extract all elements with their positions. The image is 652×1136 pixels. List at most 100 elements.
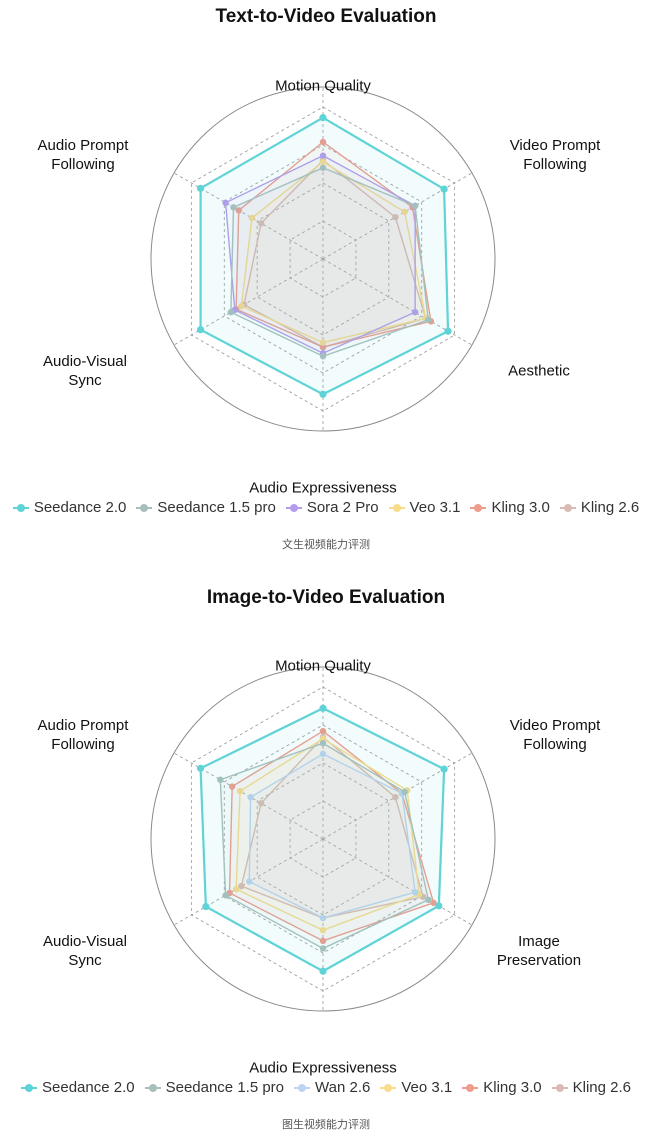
data-point — [248, 214, 256, 222]
legend-item: Sora 2 Pro — [285, 499, 379, 516]
data-point — [401, 788, 408, 796]
data-point — [319, 750, 327, 758]
legend-item: Veo 3.1 — [388, 499, 461, 516]
legend-marker — [294, 1083, 311, 1093]
legend-label: Veo 3.1 — [401, 1079, 453, 1096]
axis-label-line: Audio Prompt — [37, 717, 129, 734]
data-point — [319, 945, 327, 952]
axis-label: Audio-Visual Sync — [43, 932, 127, 970]
legend: Seedance 2.0 Seedance 1.5 pro Sora 2 Pro Ve… — [0, 499, 652, 516]
legend-label: Wan 2.6 — [315, 1079, 371, 1096]
legend-marker — [388, 503, 405, 513]
axis-spoke — [173, 172, 324, 260]
legend-marker — [136, 503, 153, 513]
data-point — [440, 185, 448, 193]
data-point — [319, 727, 327, 735]
data-point — [247, 794, 254, 801]
legend-label: Seedance 2.0 — [33, 499, 127, 516]
data-point — [444, 327, 452, 335]
data-point — [319, 390, 327, 398]
data-point — [202, 903, 210, 911]
data-point — [227, 309, 235, 316]
data-point — [222, 892, 229, 899]
axis-label: Audio Prompt Following — [38, 136, 129, 174]
legend-label: Kling 3.0 — [483, 1079, 542, 1096]
data-point — [319, 152, 327, 159]
data-point — [435, 902, 443, 910]
legend-item: Kling 3.0 — [470, 499, 550, 516]
data-point — [392, 214, 399, 221]
axis-label-line: Aesthetic — [508, 362, 570, 380]
data-point — [236, 787, 244, 795]
axis-label-line: Audio Expressiveness — [249, 1059, 397, 1077]
axis-label-line: Sync — [68, 952, 102, 969]
legend-label: Sora 2 Pro — [306, 499, 379, 516]
axis-label-line: Sync — [68, 372, 102, 389]
legend-marker — [380, 1083, 397, 1093]
axis-label-line: Following — [51, 156, 115, 173]
legend-marker — [551, 1083, 568, 1093]
axis-label-line: Image — [518, 933, 560, 950]
legend-label: Seedance 2.0 — [42, 1079, 135, 1096]
data-point — [319, 353, 327, 360]
axis-label-line: Video Prompt — [509, 137, 601, 154]
series-area — [199, 116, 450, 396]
axis-label: Audio Prompt Following — [38, 716, 129, 754]
data-point — [235, 207, 242, 214]
data-point — [411, 889, 419, 896]
data-point — [228, 783, 236, 790]
data-point — [222, 199, 229, 206]
axis-label: Motion Quality — [275, 77, 371, 96]
data-point — [411, 202, 419, 209]
legend-label: Seedance 1.5 pro — [157, 499, 276, 516]
data-point — [430, 899, 437, 907]
data-point — [319, 735, 327, 742]
axis-label-line: Video Prompt — [509, 717, 601, 734]
data-point — [401, 208, 408, 216]
chart-title: Image-to-Video Evaluation — [206, 587, 446, 608]
data-point — [319, 114, 327, 122]
data-point — [319, 158, 327, 165]
legend-marker — [144, 1083, 161, 1093]
legend-label: Kling 2.6 — [580, 499, 640, 516]
axis-label: Audio Expressiveness — [249, 479, 397, 498]
data-point — [319, 138, 327, 146]
legend-item: Kling 2.6 — [559, 499, 640, 516]
data-point — [319, 704, 327, 712]
legend-marker — [470, 503, 487, 513]
data-point — [238, 302, 245, 310]
data-point — [319, 339, 327, 346]
data-point — [319, 927, 327, 934]
axis-label: Video Prompt Following — [510, 136, 601, 174]
series-area — [199, 707, 446, 973]
chart-title: Text-to-Video Evaluation — [215, 6, 437, 27]
legend-item: Kling 3.0 — [462, 1079, 542, 1096]
axis-label-line: Following — [523, 156, 587, 173]
axis-label-line: Motion Quality — [275, 77, 371, 95]
data-point — [319, 967, 327, 975]
axis-label: Video Prompt Following — [510, 716, 601, 754]
chart-caption: 文生视频能力评测 — [282, 539, 370, 551]
axis-label-line: Preservation — [496, 952, 582, 969]
legend-marker — [12, 503, 29, 513]
data-point — [196, 326, 205, 334]
axis-label-line: Audio Expressiveness — [249, 479, 397, 497]
data-point — [425, 316, 432, 323]
data-point — [319, 740, 327, 747]
data-point — [238, 882, 245, 890]
legend-item: Wan 2.6 — [294, 1079, 370, 1096]
data-point — [319, 343, 327, 351]
axis-label: Image Preservation — [497, 932, 581, 970]
data-point — [319, 164, 327, 171]
legend-label: Kling 2.6 — [572, 1079, 631, 1096]
legend: Seedance 2.0 Seedance 1.5 pro Wan 2.6 Veo 3… — [0, 1079, 652, 1096]
legend-item: Veo 3.1 — [380, 1079, 452, 1096]
data-point — [425, 896, 432, 903]
outer-circle — [150, 86, 496, 432]
axis-label-line: Motion Quality — [275, 657, 371, 675]
data-point — [411, 309, 419, 316]
axis-label: Audio Expressiveness — [249, 1059, 397, 1078]
legend-label: Veo 3.1 — [409, 499, 461, 516]
legend-marker — [285, 503, 302, 513]
radar-chart-text-to-video — [150, 86, 496, 432]
